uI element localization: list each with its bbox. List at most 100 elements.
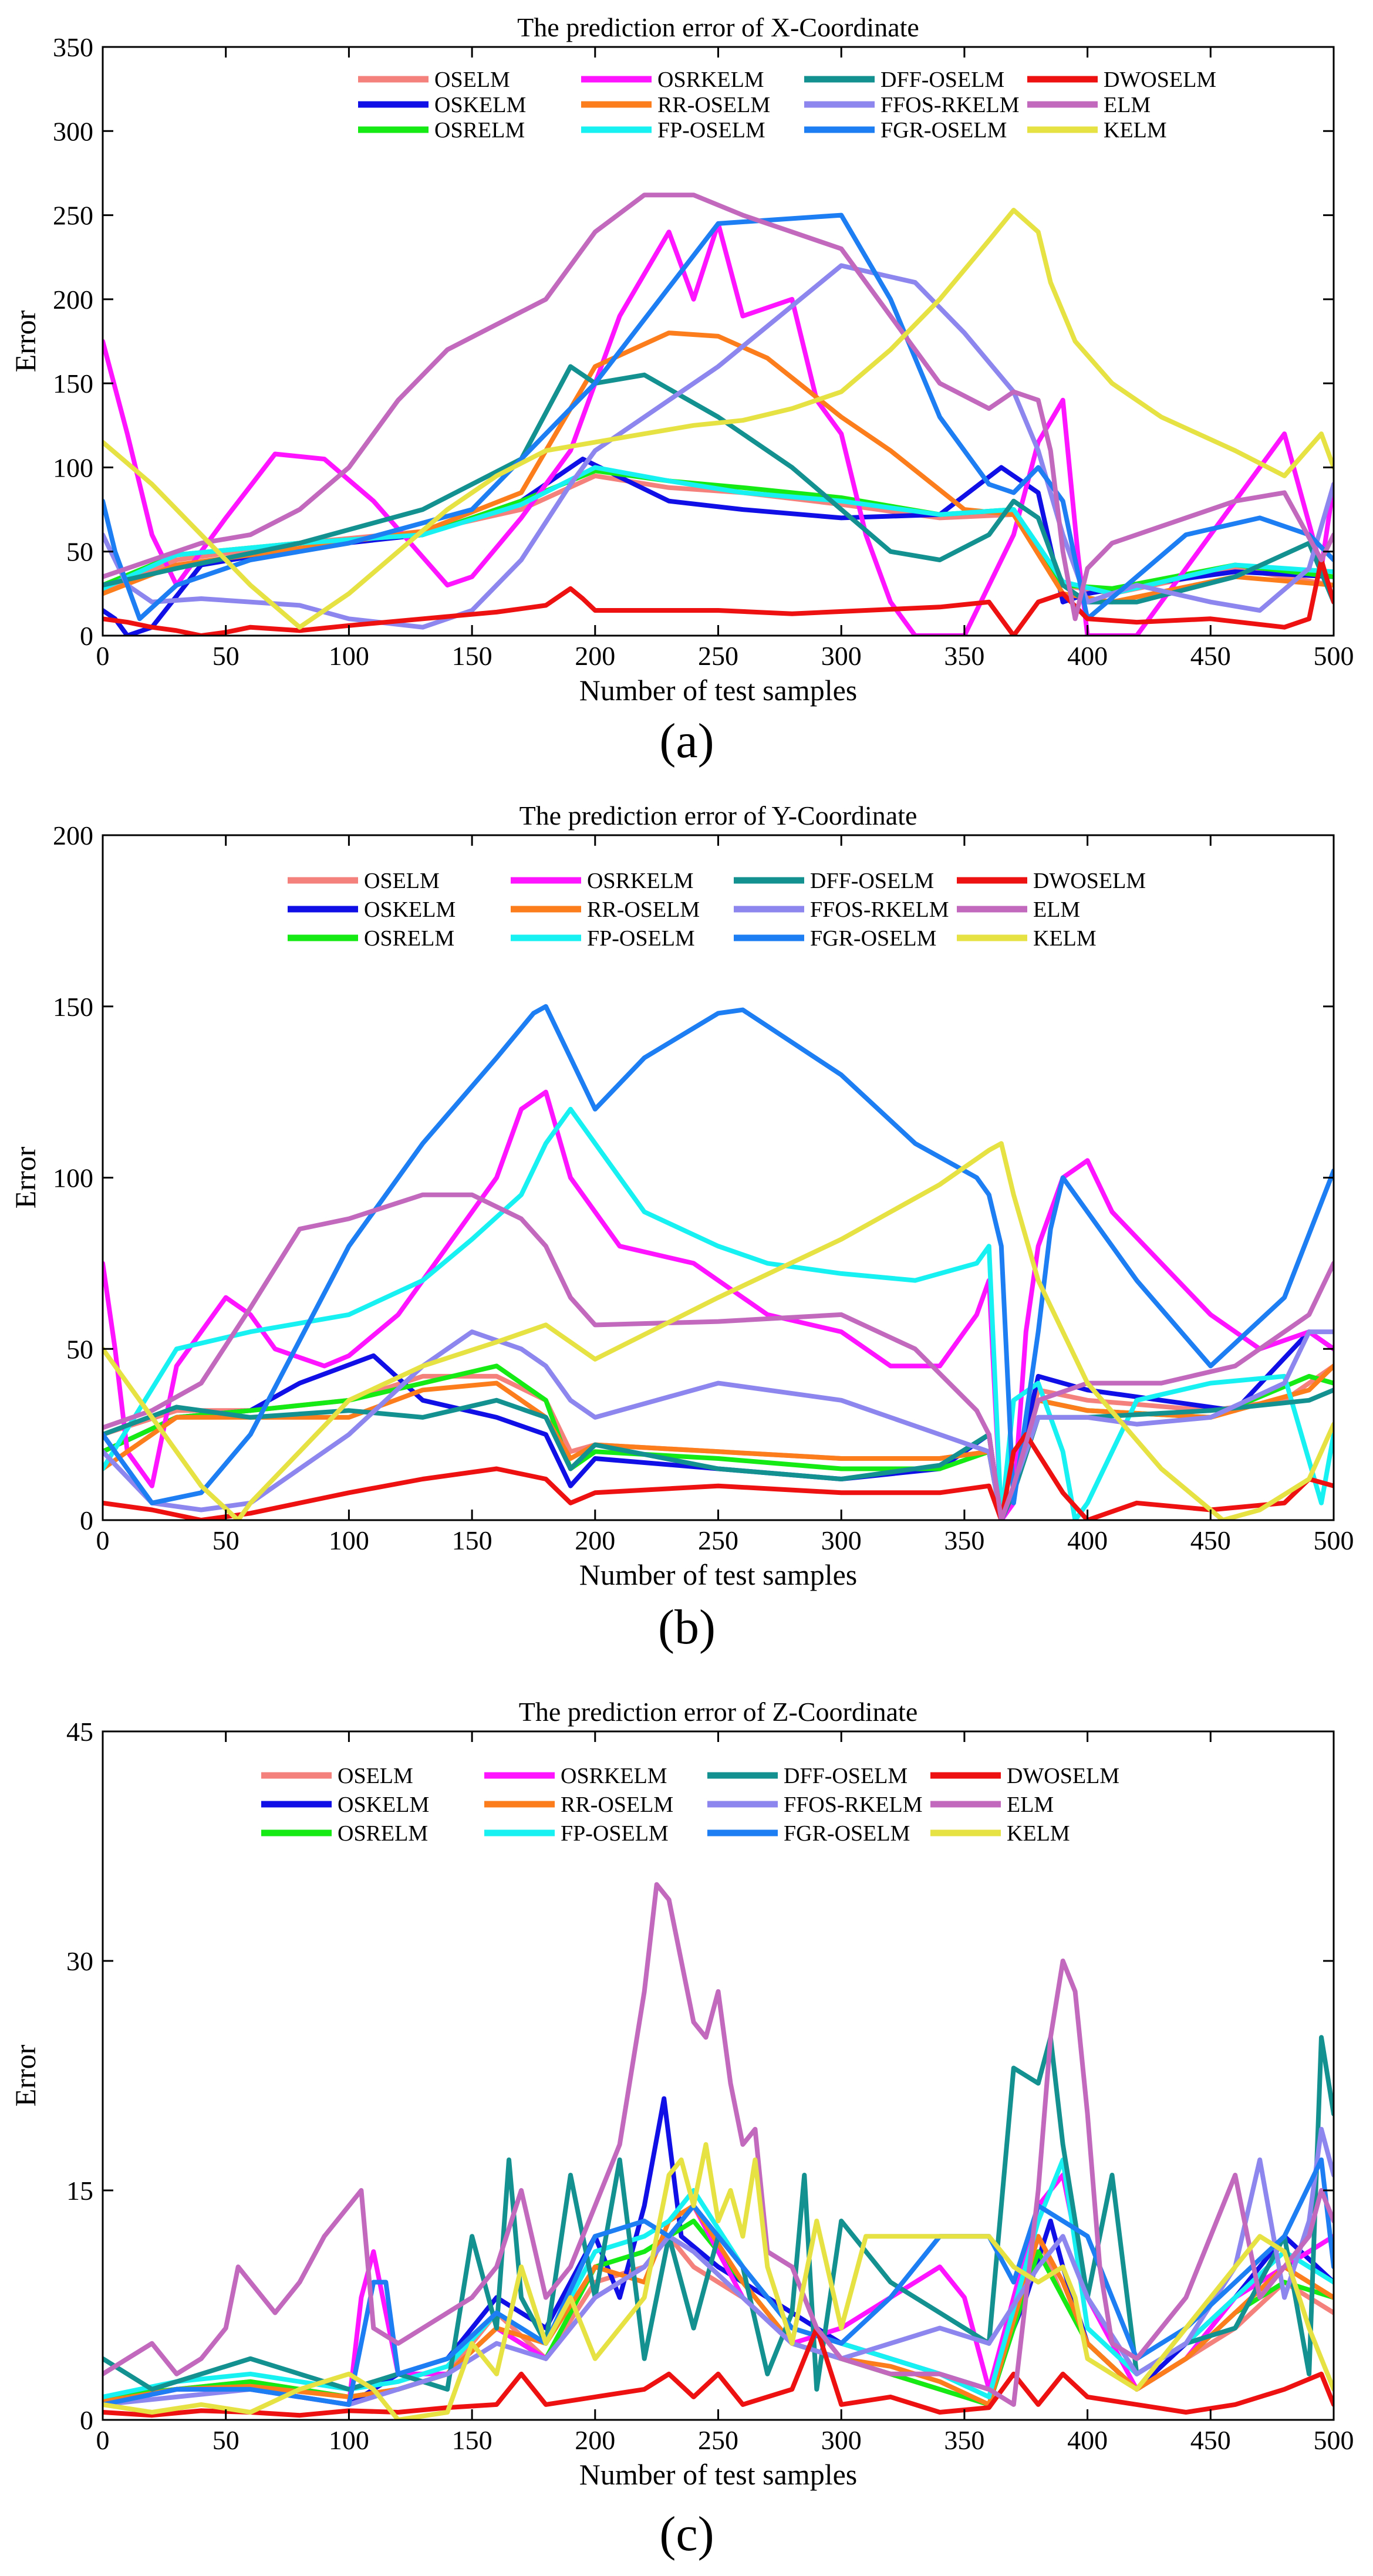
legend-label: FP-OSELM [561, 1821, 669, 1846]
series-line-elm [103, 193, 1334, 622]
x-tick-label: 350 [944, 1525, 984, 1555]
legend-item: KELM [957, 926, 1097, 951]
legend-label: ELM [1007, 1792, 1054, 1817]
legend-item: DWOSELM [957, 869, 1146, 893]
series-line-ffos-rkelm [103, 1329, 1334, 1520]
series-line-fp-oselm [103, 465, 1334, 596]
y-tick-label: 50 [66, 1334, 93, 1364]
chart-panel-b: 0 50 100 150 200 250 300 350 400 450 500 0 50 100 150 2… [9, 801, 1354, 1655]
series-line-osrkelm [103, 221, 1334, 636]
x-tick-label: 0 [96, 1525, 110, 1555]
legend-item: OSELM [261, 1764, 413, 1788]
legend-label: DFF-OSELM [784, 1764, 908, 1788]
y-axis-label: Error [9, 1146, 42, 1208]
legend-label: KELM [1104, 118, 1167, 143]
x-tick-label: 50 [212, 2425, 239, 2455]
chart-panel-c: 0 50 100 150 200 250 300 350 400 450 500 0 15 30 45 The… [9, 1697, 1354, 2561]
series-lines [103, 1882, 1334, 2420]
series-line-oselm [103, 473, 1334, 596]
legend-item: OSRKELM [581, 67, 764, 92]
legend-item: FGR-OSELM [707, 1821, 910, 1846]
series-line-dff-oselm [103, 2035, 1334, 2392]
legend-item: ELM [1027, 93, 1151, 117]
y-axis-label: Error [9, 2044, 42, 2106]
legend-item: FGR-OSELM [804, 118, 1007, 143]
x-tick-label: 400 [1067, 2425, 1108, 2455]
legend-label: RR-OSELM [587, 897, 700, 922]
x-tick-label: 500 [1314, 641, 1354, 671]
x-tick-label: 250 [698, 641, 738, 671]
y-tick-label: 100 [53, 1163, 93, 1193]
chart-title: The prediction error of X-Coordinate [517, 12, 919, 42]
legend-item: OSRKELM [484, 1764, 667, 1788]
legend-item: FP-OSELM [511, 926, 695, 951]
legend-item: RR-OSELM [484, 1792, 673, 1817]
x-axis-label: Number of test samples [579, 674, 858, 707]
panel-label: (a) [659, 714, 714, 768]
series-line-kelm [103, 208, 1334, 630]
legend-label: OSKELM [338, 1792, 429, 1817]
x-tick-label: 150 [452, 641, 492, 671]
legend-item: OSKELM [288, 897, 456, 922]
x-tick-label: 300 [821, 1525, 862, 1555]
series-line-fp-oselm [103, 1106, 1334, 1520]
series-line-fgr-oselm [103, 212, 1334, 622]
legend-label: OSRELM [434, 118, 525, 143]
x-tick-label: 250 [698, 1525, 738, 1555]
x-tick-label: 350 [944, 2425, 984, 2455]
x-tick-label: 50 [212, 641, 239, 671]
x-tick-label: 150 [452, 2425, 492, 2455]
y-tick-label: 45 [66, 1717, 93, 1747]
series-line-fgr-oselm [103, 1004, 1334, 1505]
y-tick-label: 350 [53, 32, 93, 62]
x-axis-label: Number of test samples [579, 2458, 858, 2491]
x-tick-label: 150 [452, 1525, 492, 1555]
legend-label: OSRKELM [587, 869, 694, 893]
legend-label: DFF-OSELM [881, 67, 1004, 92]
x-tick-label: 500 [1314, 2425, 1354, 2455]
legend-item: OSELM [288, 869, 440, 893]
legend-label: DWOSELM [1007, 1764, 1119, 1788]
y-tick-label: 15 [66, 2176, 93, 2206]
y-tick-label: 150 [53, 992, 93, 1022]
x-tick-label: 400 [1067, 641, 1108, 671]
legend-item: OSKELM [261, 1792, 429, 1817]
legend-item: DFF-OSELM [734, 869, 934, 893]
x-tick-label: 0 [96, 641, 110, 671]
x-tick-label: 450 [1190, 641, 1231, 671]
x-tick-label: 100 [329, 641, 369, 671]
legend-label: OSRKELM [657, 67, 764, 92]
legend-item: OSRELM [358, 118, 525, 143]
legend-label: KELM [1007, 1821, 1070, 1846]
legend-label: RR-OSELM [657, 93, 770, 117]
x-tick-label: 250 [698, 2425, 738, 2455]
series-line-kelm [103, 2142, 1334, 2420]
x-tick-label: 100 [329, 1525, 369, 1555]
legend-label: DWOSELM [1033, 869, 1146, 893]
legend-item: OSKELM [358, 93, 526, 117]
legend-label: FFOS-RKELM [784, 1792, 923, 1817]
legend: OSELMOSKELMOSRELMOSRKELMRR-OSELMFP-OSELM… [261, 1764, 1119, 1846]
legend-item: OSELM [358, 67, 510, 92]
x-axis-label: Number of test samples [579, 1558, 858, 1591]
series-line-rr-oselm [103, 330, 1334, 605]
legend-item: ELM [930, 1792, 1054, 1817]
legend-label: OSRKELM [561, 1764, 667, 1788]
legend-item: FGR-OSELM [734, 926, 936, 951]
legend-label: OSELM [434, 67, 510, 92]
x-tick-label: 300 [821, 641, 862, 671]
x-tick-label: 50 [212, 1525, 239, 1555]
legend-label: RR-OSELM [561, 1792, 673, 1817]
legend-item: FP-OSELM [484, 1821, 669, 1846]
y-tick-label: 300 [53, 116, 93, 146]
x-tick-label: 400 [1067, 1525, 1108, 1555]
series-line-fgr-oselm [103, 2157, 1334, 2407]
x-tick-label: 450 [1190, 2425, 1231, 2455]
series-line-fp-oselm [103, 2157, 1334, 2399]
legend-item: FP-OSELM [581, 118, 765, 143]
x-tick-label: 0 [96, 2425, 110, 2455]
legend-label: ELM [1033, 897, 1080, 922]
x-tick-label: 100 [329, 2425, 369, 2455]
legend-label: FGR-OSELM [784, 1821, 910, 1846]
